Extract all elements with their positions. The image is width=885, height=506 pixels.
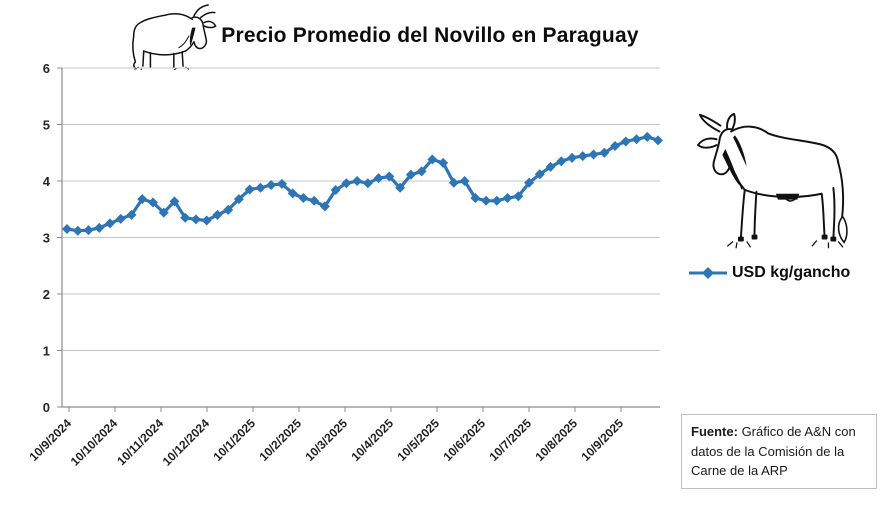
source-text: Gráfico de A&N con datos de la Comisión … xyxy=(691,424,856,478)
data-point-marker xyxy=(309,195,320,206)
data-point-marker xyxy=(653,135,663,146)
data-point-marker xyxy=(72,225,83,236)
data-point-marker xyxy=(104,218,115,229)
data-point-marker xyxy=(577,151,588,162)
data-point-marker xyxy=(427,154,438,165)
y-tick-label: 5 xyxy=(43,118,50,133)
y-tick-label: 3 xyxy=(43,231,50,246)
data-point-marker xyxy=(459,176,470,186)
data-point-marker xyxy=(255,182,266,193)
data-point-marker xyxy=(330,185,341,196)
data-point-marker xyxy=(180,212,191,223)
x-tick-label: 10/2/2025 xyxy=(256,416,304,464)
data-point-marker xyxy=(470,192,481,203)
data-point-marker xyxy=(94,222,105,233)
x-tick-label: 10/6/2025 xyxy=(440,416,488,464)
data-point-marker xyxy=(599,147,610,158)
x-tick-label: 10/11/2024 xyxy=(114,416,166,468)
data-point-marker xyxy=(556,156,567,167)
data-point-marker xyxy=(610,140,621,151)
data-point-marker xyxy=(524,177,535,188)
chart-title: Precio Promedio del Novillo en Paraguay xyxy=(221,24,639,47)
data-point-marker xyxy=(341,178,352,189)
data-point-marker xyxy=(233,194,244,205)
data-point-marker xyxy=(126,209,137,220)
data-point-marker xyxy=(169,196,180,207)
data-point-marker xyxy=(642,131,653,142)
data-point-marker xyxy=(631,134,642,145)
data-point-marker xyxy=(319,201,330,212)
price-series-line xyxy=(65,135,660,233)
x-tick-label: 10/1/2025 xyxy=(210,416,258,464)
data-point-marker xyxy=(588,149,599,160)
data-point-marker xyxy=(384,171,395,182)
data-point-marker xyxy=(201,215,212,226)
data-point-marker xyxy=(481,195,492,206)
y-tick-label: 6 xyxy=(43,61,50,76)
data-point-marker xyxy=(448,177,459,188)
data-point-marker xyxy=(158,207,169,218)
data-point-marker xyxy=(276,178,287,189)
y-tick-label: 2 xyxy=(43,287,50,302)
data-point-marker xyxy=(513,191,524,202)
x-tick-label: 10/9/2024 xyxy=(26,416,74,464)
data-point-marker xyxy=(438,157,449,168)
data-point-marker xyxy=(266,179,277,190)
data-point-marker xyxy=(373,173,384,184)
data-point-marker xyxy=(298,192,309,203)
data-point-marker xyxy=(405,169,416,180)
bull-icon xyxy=(696,112,848,249)
legend-line-marker-icon xyxy=(689,267,727,279)
source-box: Fuente: Gráfico de A&N con datos de la C… xyxy=(681,414,877,489)
x-tick-label: 10/3/2025 xyxy=(302,416,350,464)
data-point-marker xyxy=(223,204,234,215)
data-point-marker xyxy=(502,192,513,203)
data-point-marker xyxy=(567,152,578,163)
x-tick-label: 10/7/2025 xyxy=(486,416,534,464)
legend: USD kg/gancho xyxy=(688,264,850,282)
data-point-marker xyxy=(395,182,406,193)
x-tick-label: 10/10/2024 xyxy=(68,416,121,469)
data-point-marker xyxy=(362,178,373,189)
source-label: Fuente: xyxy=(691,424,738,439)
x-tick-label: 10/4/2025 xyxy=(348,416,396,464)
x-tick-label: 10/9/2025 xyxy=(578,416,626,464)
data-point-marker xyxy=(534,169,545,180)
data-point-marker xyxy=(491,195,502,206)
data-point-marker xyxy=(115,213,126,224)
data-point-marker xyxy=(545,161,556,172)
y-tick-label: 1 xyxy=(43,344,50,359)
data-point-marker xyxy=(62,224,72,235)
data-point-marker xyxy=(620,136,631,147)
data-point-marker xyxy=(190,214,201,225)
data-point-marker xyxy=(287,188,298,199)
y-tick-label: 0 xyxy=(43,400,50,415)
cow-icon xyxy=(132,4,217,70)
x-tick-label: 10/8/2025 xyxy=(532,416,580,464)
y-tick-label: 4 xyxy=(43,174,51,189)
legend-label: USD kg/gancho xyxy=(732,264,851,281)
data-point-marker xyxy=(137,194,148,205)
data-point-marker xyxy=(83,225,94,236)
x-tick-label: 10/12/2024 xyxy=(160,416,213,469)
x-tick-label: 10/5/2025 xyxy=(394,416,442,464)
data-point-marker xyxy=(352,176,363,186)
data-point-marker xyxy=(416,166,427,177)
data-point-marker xyxy=(212,209,223,220)
data-point-marker xyxy=(147,197,158,208)
data-point-marker xyxy=(244,184,255,195)
